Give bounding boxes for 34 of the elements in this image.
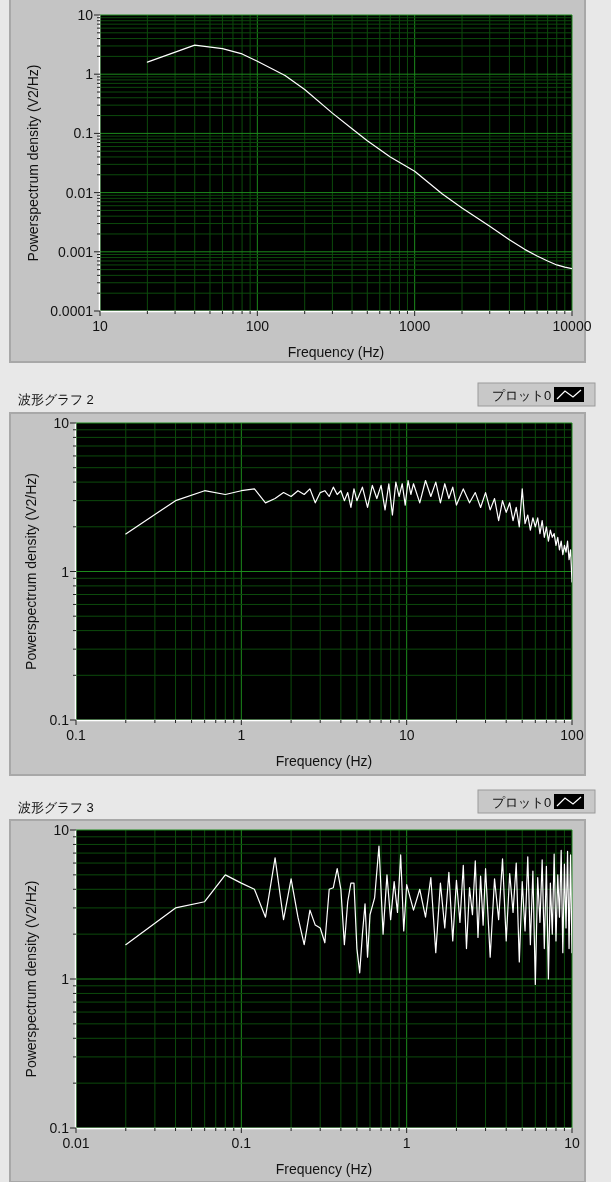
- y-tick-label: 0.0001: [50, 303, 94, 319]
- x-tick-label: 10: [398, 727, 415, 743]
- y-tick-label: 0.001: [57, 243, 94, 260]
- y-tick-label: 0.1: [49, 1120, 70, 1136]
- y-axis-title: Powerspectrum density (V2/Hz): [25, 64, 41, 262]
- legend-label: プロット0: [492, 388, 552, 403]
- y-tick-label: 0.1: [49, 712, 70, 728]
- x-tick-label: 10: [564, 1135, 580, 1151]
- y-tick-label: 1: [61, 971, 70, 987]
- legend: プロット0: [477, 789, 596, 814]
- y-tick-label: 10: [53, 415, 70, 431]
- x-tick-label: 100: [560, 727, 584, 743]
- x-axis-title: Frequency (Hz): [287, 344, 385, 360]
- x-tick-label: 0.1: [231, 1135, 252, 1151]
- y-tick-label: 1: [85, 66, 94, 83]
- y-tick-label: 10: [53, 822, 70, 838]
- x-tick-label: 1: [402, 1135, 411, 1151]
- y-tick-label: 0.1: [73, 125, 94, 142]
- x-axis-title: Frequency (Hz): [275, 753, 373, 769]
- y-axis-title: Powerspectrum density (V2/Hz): [23, 880, 39, 1078]
- x-tick-label: 1: [237, 727, 246, 743]
- x-tick-label: 100: [245, 318, 270, 334]
- x-tick-label: 10000: [552, 318, 592, 334]
- y-tick-label: 1: [61, 563, 70, 580]
- legend: プロット0: [477, 382, 596, 407]
- legend-label: プロット0: [492, 795, 552, 810]
- y-axis-title: Powerspectrum density (V2/Hz): [23, 473, 39, 670]
- y-tick-label: 10: [77, 7, 94, 23]
- x-axis-title: Frequency (Hz): [275, 1161, 373, 1177]
- chart-title: 波形グラフ 2: [18, 392, 94, 407]
- x-tick-label: 1000: [399, 318, 431, 334]
- chart-title: 波形グラフ 3: [18, 800, 94, 815]
- x-tick-label: 10: [92, 318, 108, 334]
- y-tick-label: 0.01: [65, 184, 94, 201]
